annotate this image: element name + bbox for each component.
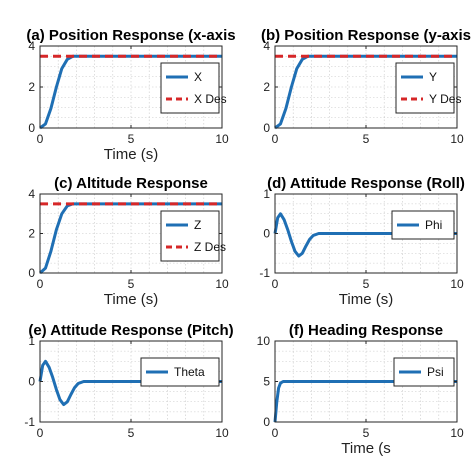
x-axis-label: Time (s: [341, 440, 390, 457]
legend-label: X Des: [194, 92, 227, 106]
panel-title: (a) Position Response (x-axis: [26, 27, 235, 44]
y-tick-label: 0: [263, 227, 270, 241]
panel-title: (e) Attitude Response (Pitch): [28, 322, 233, 339]
x-tick-label: 10: [215, 426, 229, 440]
y-tick-label: -1: [259, 266, 270, 280]
x-tick-label: 0: [272, 132, 279, 146]
x-tick-label: 10: [215, 277, 229, 291]
x-tick-label: 10: [450, 277, 464, 291]
y-tick-label: 2: [263, 80, 270, 94]
x-tick-label: 5: [128, 426, 135, 440]
series-line-psi: [273, 380, 457, 423]
x-tick-label: 10: [450, 132, 464, 146]
x-tick-label: 10: [450, 426, 464, 440]
x-tick-label: 0: [272, 426, 279, 440]
series-line-theta: [38, 359, 222, 407]
x-tick-label: 0: [37, 277, 44, 291]
legend-label: Theta: [174, 365, 205, 379]
legend-label: Psi: [427, 365, 444, 379]
y-tick-label: 2: [28, 80, 35, 94]
y-tick-label: 0: [263, 121, 270, 135]
legend-box: [160, 62, 220, 114]
y-tick-label: 5: [263, 375, 270, 389]
y-tick-label: 0: [28, 266, 35, 280]
y-tick-label: 1: [263, 187, 270, 201]
x-axis-label: Time (s): [104, 146, 158, 163]
x-tick-label: 0: [272, 277, 279, 291]
y-tick-label: 0: [28, 375, 35, 389]
legend-label: Z Des: [194, 240, 226, 254]
x-tick-label: 5: [128, 132, 135, 146]
y-tick-label: -1: [24, 415, 35, 429]
y-tick-label: 4: [28, 39, 35, 53]
series-line-phi: [273, 212, 457, 258]
x-tick-label: 5: [363, 132, 370, 146]
y-tick-label: 10: [257, 334, 271, 348]
panel-3: 0 5 10 0 2 4 Time (s) Z Z Des (c) Altitude Respon…: [28, 175, 229, 308]
y-tick-label: 0: [28, 121, 35, 135]
y-tick-label: 4: [28, 187, 35, 201]
legend-label: X: [194, 70, 202, 84]
legend-label: Y Des: [429, 92, 461, 106]
legend-label: Y: [429, 70, 437, 84]
x-tick-label: 5: [363, 277, 370, 291]
x-tick-label: 0: [37, 426, 44, 440]
panel-1: 0 5 10 0 2 4 Time (s) X X Des (a) Position Respon…: [26, 27, 235, 163]
legend-box: [395, 62, 455, 114]
y-tick-label: 2: [28, 227, 35, 241]
panel-2: 0 5 10 0 2 4 Y Y Des (b) Position Response (y-ax…: [261, 27, 471, 146]
y-tick-label: 4: [263, 39, 270, 53]
panel-title: (d) Attitude Response (Roll): [267, 175, 465, 192]
x-tick-label: 5: [363, 426, 370, 440]
panel-title: (b) Position Response (y-axis: [261, 27, 471, 44]
panel-6: 0 5 10 0 5 10 Time (s Psi (f) Heading Response: [257, 322, 464, 457]
x-tick-label: 0: [37, 132, 44, 146]
x-tick-label: 5: [128, 277, 135, 291]
y-tick-label: 1: [28, 334, 35, 348]
legend-label: Z: [194, 218, 201, 232]
legend-box: [160, 210, 220, 262]
x-axis-label: Time (s): [339, 291, 393, 308]
panel-title: (c) Altitude Response: [54, 175, 208, 192]
panel-title: (f) Heading Response: [289, 322, 443, 339]
y-tick-label: 0: [263, 415, 270, 429]
x-axis-label: Time (s): [104, 291, 158, 308]
legend-label: Phi: [425, 218, 442, 232]
x-tick-label: 10: [215, 132, 229, 146]
